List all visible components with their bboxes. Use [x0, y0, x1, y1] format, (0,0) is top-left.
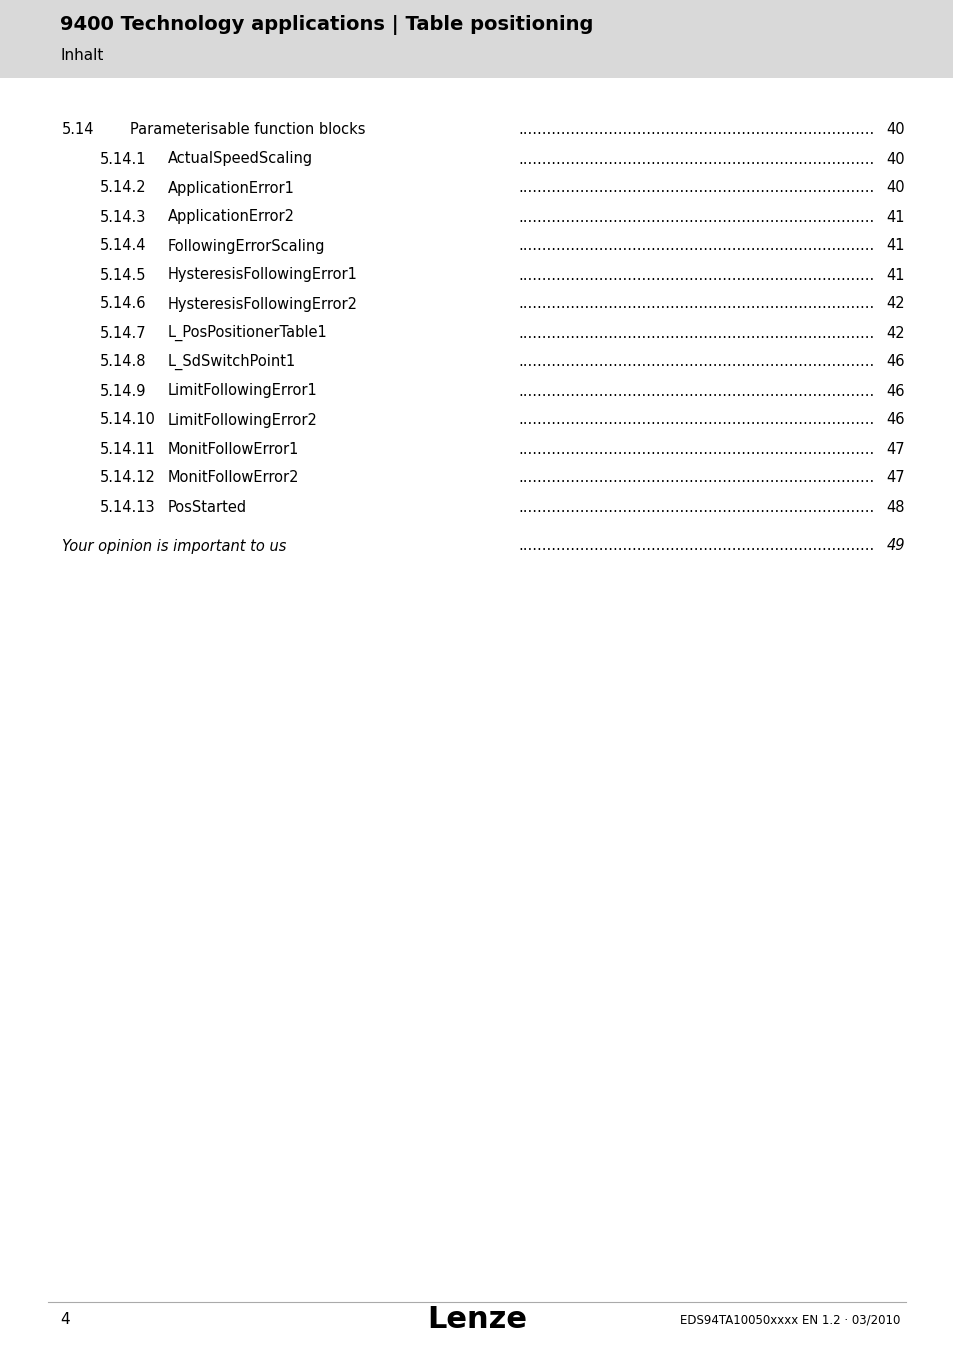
- Text: MonitFollowError1: MonitFollowError1: [168, 441, 299, 456]
- Text: 40: 40: [885, 181, 904, 196]
- Text: Your opinion is important to us: Your opinion is important to us: [62, 539, 286, 553]
- Text: EDS94TA10050xxxx EN 1.2 · 03/2010: EDS94TA10050xxxx EN 1.2 · 03/2010: [679, 1314, 899, 1327]
- Text: LimitFollowingError1: LimitFollowingError1: [168, 383, 317, 398]
- Text: 5.14.12: 5.14.12: [100, 471, 155, 486]
- Text: 5.14.5: 5.14.5: [100, 267, 147, 282]
- Text: 49: 49: [885, 539, 904, 553]
- Text: 5.14.13: 5.14.13: [100, 500, 155, 514]
- Text: ApplicationError2: ApplicationError2: [168, 209, 294, 224]
- Text: ...........................................................................: ........................................…: [518, 471, 874, 486]
- Text: 46: 46: [885, 355, 904, 370]
- Text: 5.14.4: 5.14.4: [100, 239, 147, 254]
- Text: ...........................................................................: ........................................…: [518, 267, 874, 282]
- Text: ...........................................................................: ........................................…: [518, 355, 874, 370]
- Text: ...........................................................................: ........................................…: [518, 151, 874, 166]
- Text: 46: 46: [885, 413, 904, 428]
- Text: ...........................................................................: ........................................…: [518, 539, 874, 553]
- Text: 5.14.1: 5.14.1: [100, 151, 147, 166]
- Text: L_PosPositionerTable1: L_PosPositionerTable1: [168, 325, 328, 342]
- Text: 41: 41: [885, 267, 904, 282]
- Text: 9400 Technology applications | Table positioning: 9400 Technology applications | Table pos…: [60, 15, 593, 35]
- Text: ...........................................................................: ........................................…: [518, 239, 874, 254]
- Text: ...........................................................................: ........................................…: [518, 413, 874, 428]
- Text: Parameterisable function blocks: Parameterisable function blocks: [130, 123, 365, 138]
- Text: Lenze: Lenze: [427, 1305, 526, 1335]
- Text: ...........................................................................: ........................................…: [518, 181, 874, 196]
- Text: PosStarted: PosStarted: [168, 500, 247, 514]
- Text: 40: 40: [885, 151, 904, 166]
- Text: ...........................................................................: ........................................…: [518, 500, 874, 514]
- Text: 5.14.3: 5.14.3: [100, 209, 146, 224]
- Text: 41: 41: [885, 209, 904, 224]
- Text: Inhalt: Inhalt: [60, 47, 103, 62]
- Text: 5.14.8: 5.14.8: [100, 355, 147, 370]
- Text: 46: 46: [885, 383, 904, 398]
- Text: HysteresisFollowingError1: HysteresisFollowingError1: [168, 267, 357, 282]
- Text: 5.14: 5.14: [62, 123, 94, 138]
- Text: ...........................................................................: ........................................…: [518, 209, 874, 224]
- Text: ActualSpeedScaling: ActualSpeedScaling: [168, 151, 313, 166]
- Text: 48: 48: [885, 500, 904, 514]
- Text: 5.14.11: 5.14.11: [100, 441, 155, 456]
- Text: 41: 41: [885, 239, 904, 254]
- Text: ...........................................................................: ........................................…: [518, 383, 874, 398]
- Text: 40: 40: [885, 123, 904, 138]
- Text: 47: 47: [885, 441, 904, 456]
- FancyBboxPatch shape: [0, 0, 953, 78]
- Text: 5.14.2: 5.14.2: [100, 181, 147, 196]
- Text: 47: 47: [885, 471, 904, 486]
- Text: HysteresisFollowingError2: HysteresisFollowingError2: [168, 297, 357, 312]
- Text: 5.14.9: 5.14.9: [100, 383, 147, 398]
- Text: FollowingErrorScaling: FollowingErrorScaling: [168, 239, 325, 254]
- Text: 42: 42: [885, 297, 904, 312]
- Text: ...........................................................................: ........................................…: [518, 441, 874, 456]
- Text: 42: 42: [885, 325, 904, 340]
- Text: 4: 4: [60, 1312, 70, 1327]
- Text: ApplicationError1: ApplicationError1: [168, 181, 294, 196]
- Text: 5.14.10: 5.14.10: [100, 413, 155, 428]
- Text: LimitFollowingError2: LimitFollowingError2: [168, 413, 317, 428]
- Text: 5.14.7: 5.14.7: [100, 325, 147, 340]
- Text: ...........................................................................: ........................................…: [518, 123, 874, 138]
- Text: L_SdSwitchPoint1: L_SdSwitchPoint1: [168, 354, 296, 370]
- Text: ...........................................................................: ........................................…: [518, 325, 874, 340]
- Text: ...........................................................................: ........................................…: [518, 297, 874, 312]
- Text: 5.14.6: 5.14.6: [100, 297, 147, 312]
- Text: MonitFollowError2: MonitFollowError2: [168, 471, 299, 486]
